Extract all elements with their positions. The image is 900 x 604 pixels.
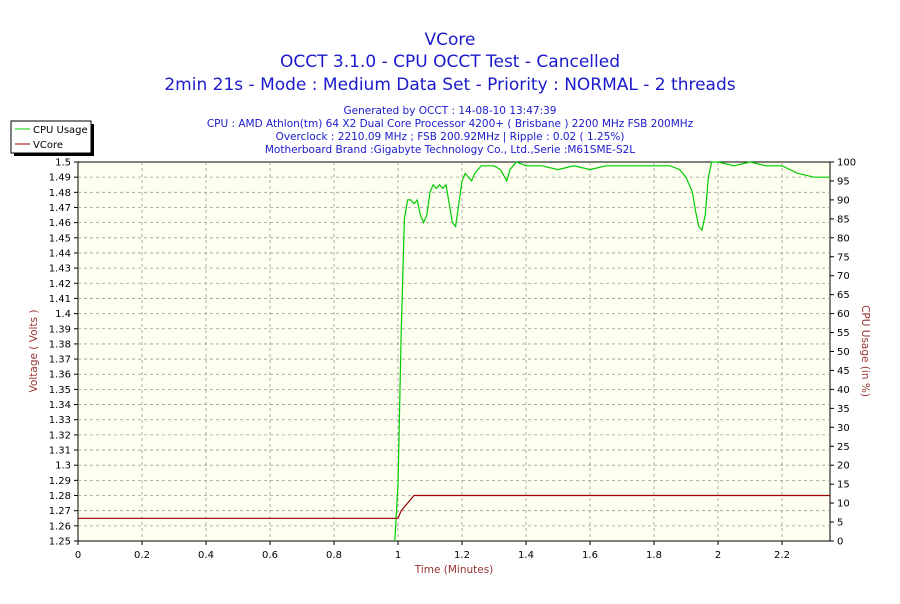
- x-axis-label: Time (Minutes): [414, 564, 494, 576]
- y2-tick-label: 70: [837, 271, 850, 282]
- y-tick-label: 1.29: [49, 476, 71, 487]
- y2-tick-label: 80: [837, 233, 850, 244]
- y2-tick-label: 40: [837, 385, 850, 396]
- y2-tick-label: 10: [837, 499, 850, 510]
- x-tick-label: 0.6: [262, 550, 278, 561]
- x-tick-label: 0.8: [326, 550, 342, 561]
- y-tick-label: 1.45: [49, 233, 71, 244]
- y-tick-label: 1.34: [49, 400, 71, 411]
- legend-label-vcore: VCore: [33, 140, 63, 151]
- chart-subtitle-line-1: OCCT 3.1.0 - CPU OCCT Test - Cancelled: [280, 52, 620, 72]
- y-tick-label: 1.37: [49, 355, 71, 366]
- y2-tick-label: 65: [837, 290, 850, 301]
- legend-box: [10, 120, 92, 154]
- x-tick-label: 2.2: [774, 550, 790, 561]
- y-tick-label: 1.39: [49, 324, 71, 335]
- y2-tick-label: 35: [837, 404, 850, 415]
- y-tick-label: 1.4: [55, 309, 71, 320]
- legend-label-cpu-usage: CPU Usage: [33, 125, 88, 136]
- chart-subtitle-line-2: 2min 21s - Mode : Medium Data Set - Prio…: [164, 75, 735, 95]
- y-tick-label: 1.33: [49, 415, 71, 426]
- y-tick-label: 1.27: [49, 506, 71, 517]
- y2-tick-label: 100: [837, 158, 856, 169]
- x-tick-label: 1.4: [518, 550, 534, 561]
- x-tick-label: 0.2: [134, 550, 150, 561]
- info-cpu: CPU : AMD Athlon(tm) 64 X2 Dual Core Pro…: [207, 118, 694, 130]
- y-tick-label: 1.49: [49, 173, 71, 184]
- y-tick-label: 1.43: [49, 264, 71, 275]
- y-tick-label: 1.47: [49, 203, 71, 214]
- series-line-vcore: [78, 494, 830, 519]
- x-tick-label: 1.8: [646, 550, 662, 561]
- plot-area: [77, 161, 831, 542]
- x-tick-label: 2: [715, 550, 721, 561]
- series: [78, 161, 830, 542]
- y-tick-label: 1.5: [55, 158, 71, 169]
- info-generated: Generated by OCCT : 14-08-10 13:47:39: [344, 105, 557, 117]
- y-tick-label: 1.32: [49, 430, 71, 441]
- y-tick-label: 1.35: [49, 385, 71, 396]
- y2-tick-label: 45: [837, 366, 850, 377]
- x-tick-label: 1: [395, 550, 401, 561]
- y2-tick-label: 5: [837, 518, 843, 529]
- y-tick-label: 1.28: [49, 491, 71, 502]
- chart-title: VCore: [425, 30, 476, 50]
- y2-tick-label: 55: [837, 328, 850, 339]
- y2-tick-label: 85: [837, 214, 850, 225]
- info-overclock: Overclock : 2210.09 MHz ; FSB 200.92MHz …: [276, 131, 625, 143]
- y-tick-label: 1.3: [55, 461, 71, 472]
- y2-tick-label: 0: [837, 537, 843, 548]
- y-tick-label: 1.46: [49, 218, 71, 229]
- y2-tick-label: 50: [837, 347, 850, 358]
- x-tick-label: 1.2: [454, 550, 470, 561]
- y2-tick-label: 95: [837, 176, 850, 187]
- legend: CPU Usage VCore: [10, 120, 94, 156]
- series-line-cpu-usage: [394, 161, 830, 542]
- y2-tick-label: 15: [837, 480, 850, 491]
- y-tick-label: 1.44: [49, 248, 71, 259]
- y-axis-label: Voltage ( Volts ): [28, 310, 40, 393]
- y-tick-label: 1.26: [49, 521, 71, 532]
- y2-tick-label: 25: [837, 442, 850, 453]
- y2-axis-label: CPU Usage (in %): [859, 305, 871, 397]
- y2-tick-label: 30: [837, 423, 850, 434]
- y-tick-label: 1.36: [49, 370, 71, 381]
- x-tick-label: 0.4: [198, 550, 214, 561]
- y2-tick-label: 60: [837, 309, 850, 320]
- y-tick-label: 1.48: [49, 188, 71, 199]
- y-tick-label: 1.31: [49, 446, 71, 457]
- y-tick-label: 1.25: [49, 537, 71, 548]
- y-tick-label: 1.41: [49, 294, 71, 305]
- y2-tick-label: 90: [837, 195, 850, 206]
- y2-tick-label: 20: [837, 461, 850, 472]
- y-tick-label: 1.42: [49, 279, 71, 290]
- x-tick-label: 0: [75, 550, 81, 561]
- axis-ticks: 1.251.261.271.281.291.31.311.321.331.341…: [49, 158, 856, 562]
- info-motherboard: Motherboard Brand :Gigabyte Technology C…: [265, 144, 635, 156]
- y2-tick-label: 75: [837, 252, 850, 263]
- y-tick-label: 1.38: [49, 339, 71, 350]
- x-tick-label: 1.6: [582, 550, 598, 561]
